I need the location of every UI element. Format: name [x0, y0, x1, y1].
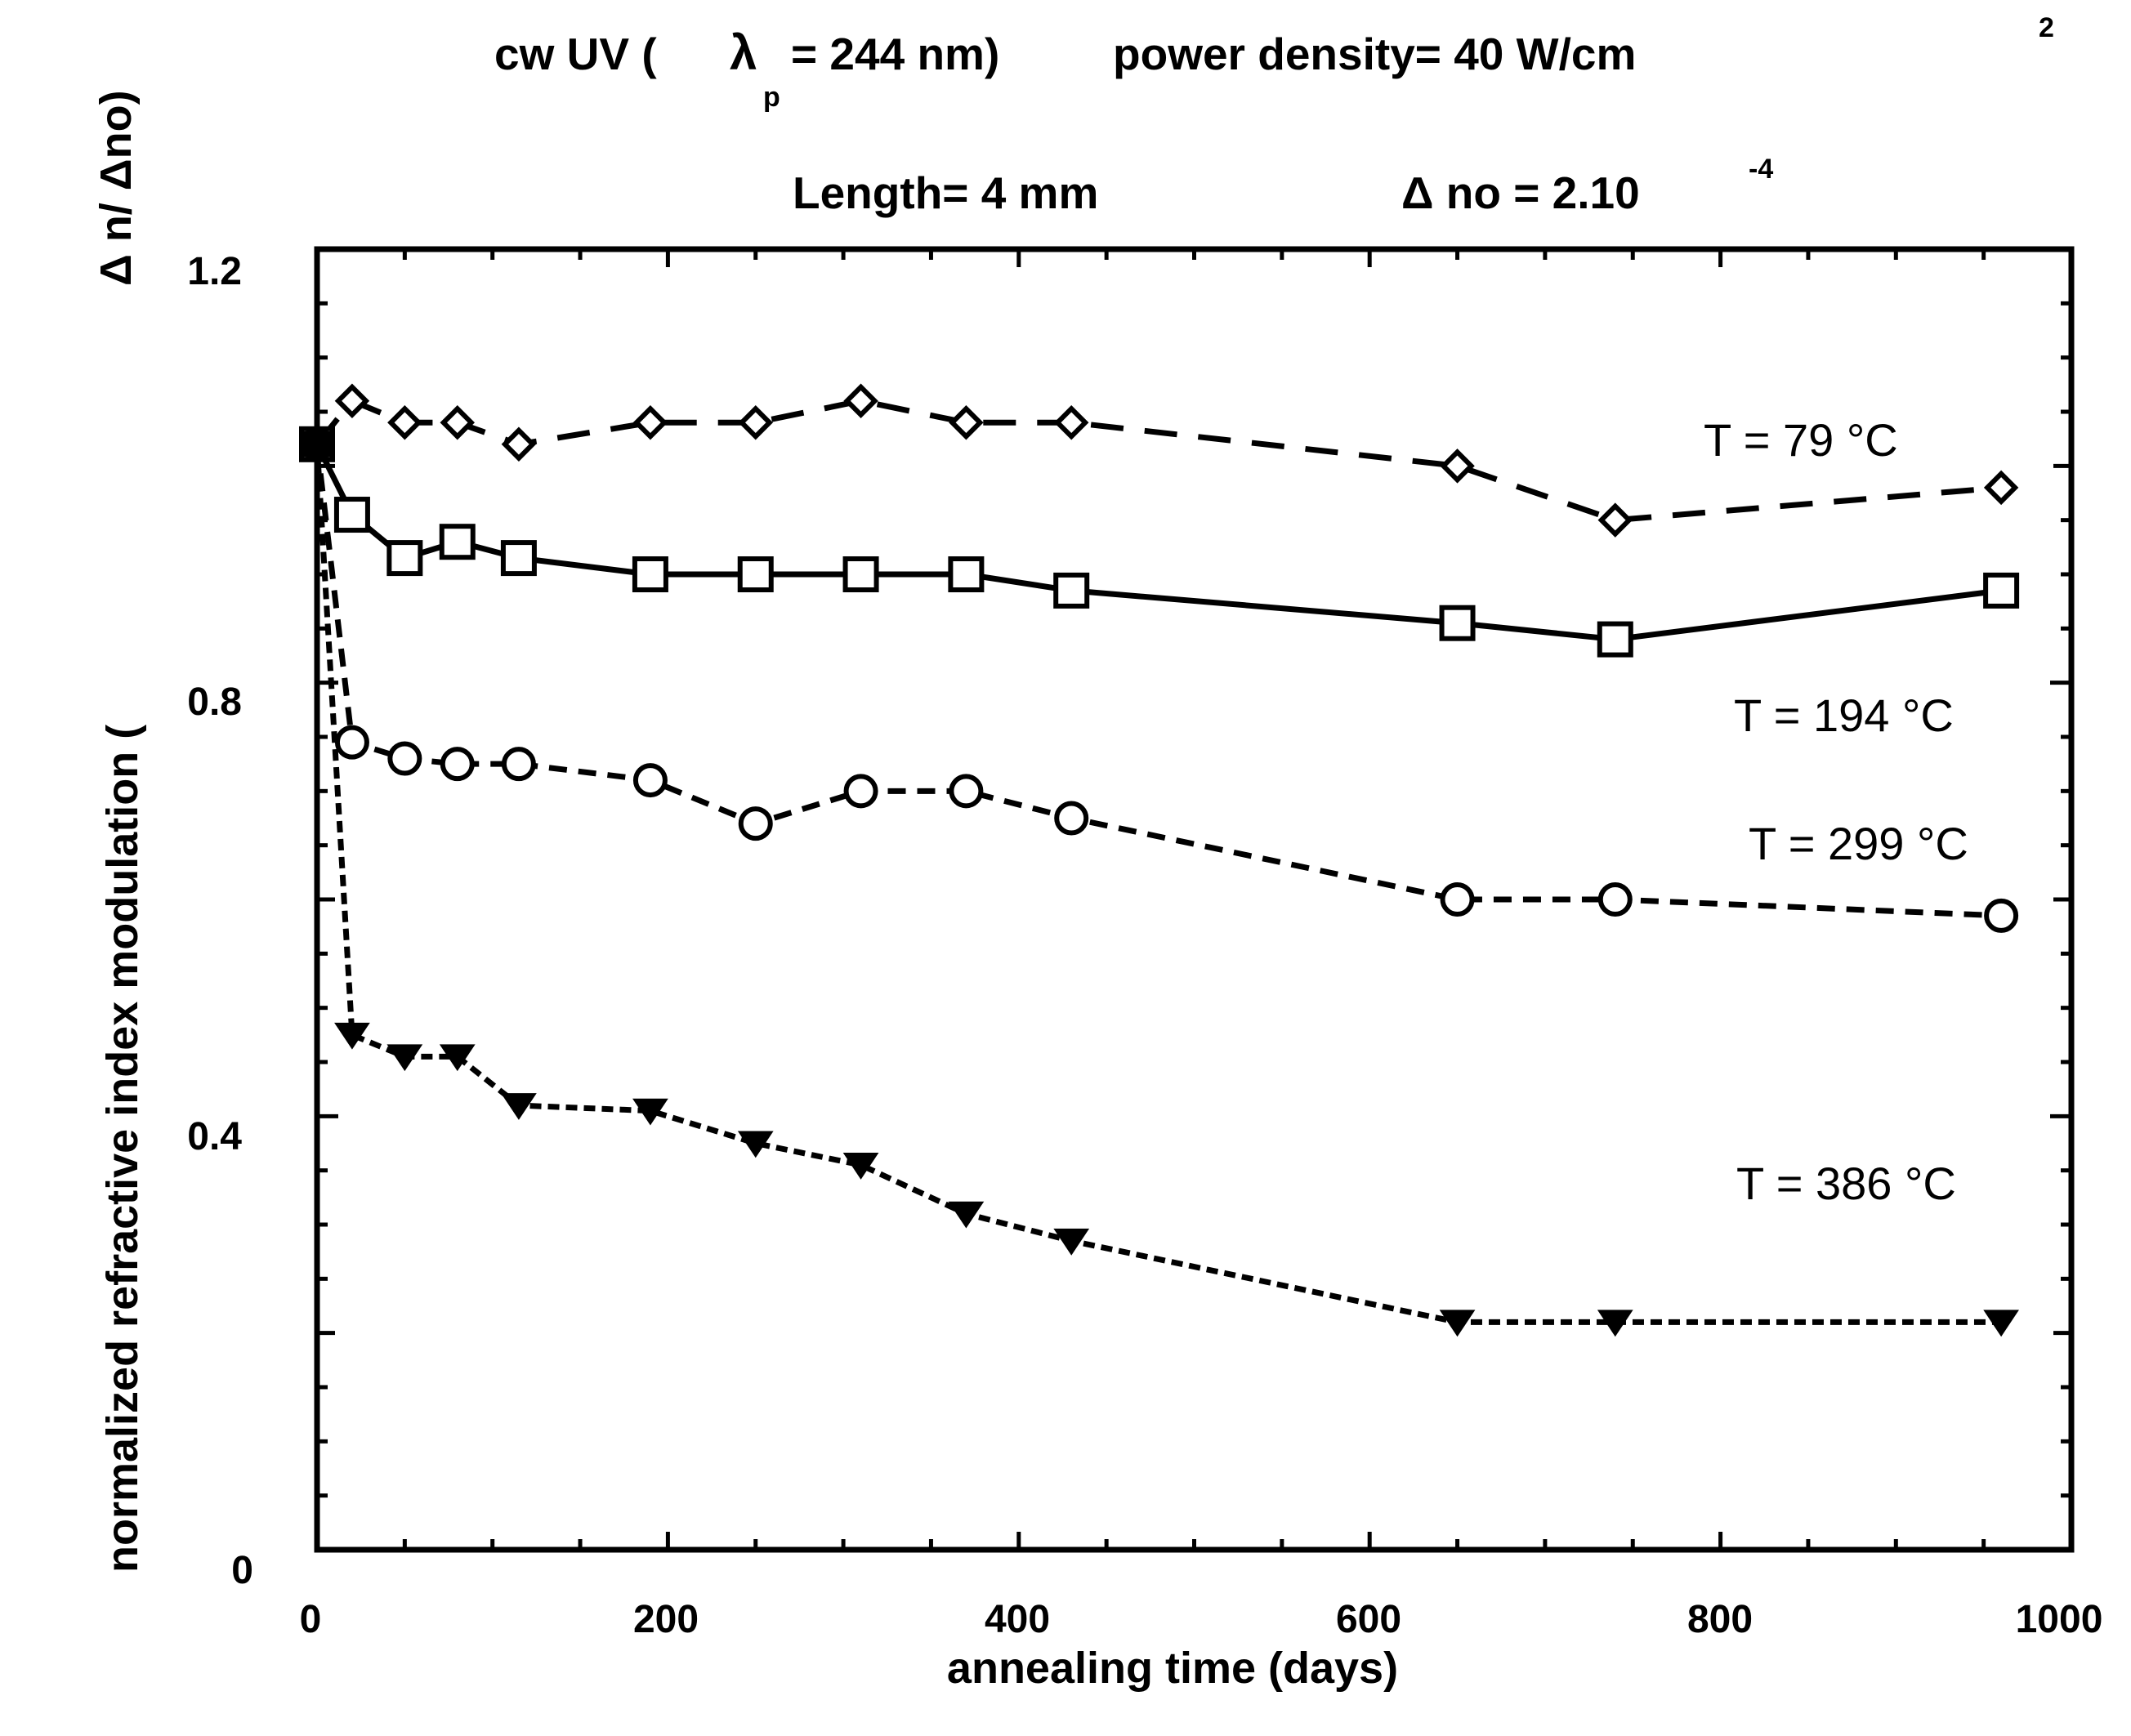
data-point	[440, 405, 476, 440]
data-point	[949, 774, 984, 809]
data-point	[387, 741, 422, 776]
y-tick-label: 1.2	[187, 250, 242, 293]
data-point	[1053, 572, 1090, 609]
x-tick-label: 400	[985, 1598, 1050, 1641]
data-point	[334, 383, 370, 418]
data-point	[737, 556, 774, 592]
start-point	[304, 431, 330, 457]
y-tick-label: 0.8	[187, 681, 242, 724]
header-length: Length= 4 mm	[793, 167, 1098, 218]
data-point	[386, 1044, 423, 1072]
data-point	[334, 725, 369, 760]
series-4	[299, 431, 2019, 1337]
data-point	[949, 405, 984, 440]
data-point	[738, 806, 773, 841]
series-line	[314, 443, 2002, 643]
data-point	[1983, 1310, 2019, 1337]
y-axis-title: normalized refractive index modulation (	[98, 725, 147, 1573]
data-point	[1053, 1228, 1090, 1256]
data-point	[632, 763, 668, 798]
data-point	[843, 774, 878, 809]
series-layer	[299, 383, 2020, 1337]
x-tick-label: 1000	[2016, 1598, 2103, 1641]
data-point	[501, 747, 536, 782]
data-point	[1439, 1310, 1476, 1337]
data-point	[632, 405, 668, 440]
x-tick-labels: 0 200 400 600 800 1000	[300, 1598, 2103, 1641]
y-tick-label: 0.4	[187, 1115, 242, 1158]
header-lambda-subscript: p	[763, 82, 780, 113]
data-point	[948, 1201, 985, 1229]
chart-header: cw UV ( λ p = 244 nm) power density= 40 …	[494, 12, 2054, 218]
data-point	[1597, 621, 1633, 658]
series-labels: T = 79 °C T = 194 °C T = 299 °C T = 386 …	[1704, 414, 1968, 1209]
data-point	[386, 540, 423, 577]
header-lambda: λ	[730, 25, 757, 80]
series-label-194: T = 194 °C	[1734, 689, 1954, 741]
data-point	[737, 1131, 774, 1158]
data-point	[1597, 882, 1633, 917]
data-point	[1984, 898, 2019, 933]
data-point	[501, 426, 537, 462]
data-point	[948, 556, 985, 592]
data-point	[1597, 502, 1633, 538]
data-point	[1597, 1310, 1633, 1337]
data-point	[334, 1022, 370, 1050]
x-tick-label: 200	[633, 1598, 699, 1641]
y-tick-label: 0	[231, 1549, 253, 1592]
x-tick-label: 0	[300, 1598, 322, 1641]
header-delta-no-superscript: -4	[1749, 154, 1773, 185]
data-point	[501, 1093, 537, 1120]
y-axis-ratio-label: Δ n/ Δno)	[92, 90, 141, 286]
data-point	[387, 405, 422, 440]
data-point	[500, 540, 537, 577]
y-tick-labels: 0 0.4 0.8 1.2	[187, 250, 253, 1592]
data-point	[439, 1044, 476, 1072]
data-point	[1983, 572, 2020, 609]
header-power-superscript: 2	[2039, 12, 2054, 43]
x-tick-label: 800	[1687, 1598, 1753, 1641]
series-label-386: T = 386 °C	[1736, 1158, 1956, 1209]
data-point	[333, 497, 370, 533]
data-point	[1983, 470, 2019, 506]
data-point	[632, 1098, 668, 1126]
data-point	[842, 1153, 879, 1180]
data-point	[842, 556, 879, 592]
data-point	[1440, 449, 1475, 484]
data-point	[1439, 605, 1476, 641]
series-label-79: T = 79 °C	[1704, 414, 1898, 466]
header-delta-no: Δ no = 2.10	[1401, 167, 1640, 218]
series-2	[299, 426, 2020, 658]
data-point	[440, 747, 475, 782]
data-point	[843, 383, 878, 418]
data-point	[632, 556, 668, 592]
x-tick-label: 600	[1336, 1598, 1401, 1641]
x-axis-title: annealing time (days)	[947, 1644, 1398, 1693]
data-point	[1054, 801, 1089, 836]
data-point	[1440, 882, 1475, 917]
header-cwuv: cw UV (	[494, 29, 657, 79]
series-label-299: T = 299 °C	[1749, 818, 1968, 869]
data-point	[738, 405, 773, 440]
header-wavelength: = 244 nm)	[791, 29, 999, 79]
data-point	[1053, 405, 1089, 440]
data-point	[439, 524, 476, 560]
header-power-density: power density= 40 W/cm	[1113, 29, 1636, 79]
